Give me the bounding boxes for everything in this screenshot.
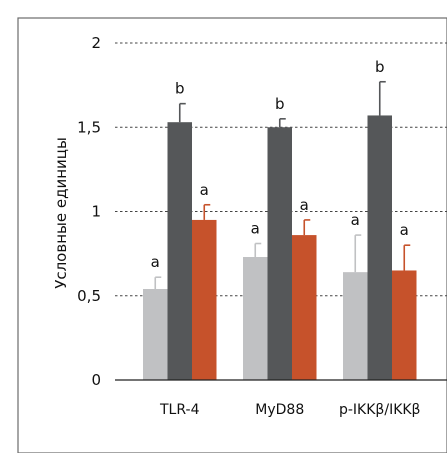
- bar: [267, 127, 292, 380]
- bar: [167, 122, 192, 380]
- x-tick-label: TLR-4: [159, 402, 200, 418]
- significance-label: a: [400, 221, 409, 239]
- y-tick-label: 1,5: [77, 118, 101, 136]
- bar: [367, 115, 392, 380]
- x-tick-label: p-IKKβ/IKKβ: [339, 402, 421, 418]
- y-tick-label: 0: [91, 371, 101, 389]
- significance-label: a: [151, 253, 160, 271]
- significance-label: a: [300, 196, 309, 214]
- bar: [192, 219, 217, 380]
- significance-label: a: [251, 220, 260, 238]
- bars: a b a a b a a b a: [143, 58, 417, 380]
- significance-label: b: [275, 95, 285, 113]
- y-tick-label: 0,5: [77, 287, 101, 305]
- significance-label: b: [175, 80, 185, 98]
- significance-label: a: [200, 181, 209, 199]
- bar: [292, 235, 317, 380]
- bar: [392, 270, 417, 380]
- y-tick-labels: 0 0,5 1 1,5 2: [77, 34, 101, 389]
- bar: [143, 289, 168, 380]
- bar: [343, 272, 368, 380]
- x-tick-label: MyD88: [255, 402, 304, 418]
- y-axis-label: Условные единицы: [52, 137, 70, 289]
- y-tick-label: 2: [91, 34, 101, 52]
- y-tick-label: 1: [91, 203, 101, 221]
- significance-label: a: [351, 211, 360, 229]
- x-tick-labels: TLR-4 MyD88 p-IKKβ/IKKβ: [159, 402, 421, 418]
- bar: [243, 256, 268, 380]
- significance-label: b: [375, 58, 385, 76]
